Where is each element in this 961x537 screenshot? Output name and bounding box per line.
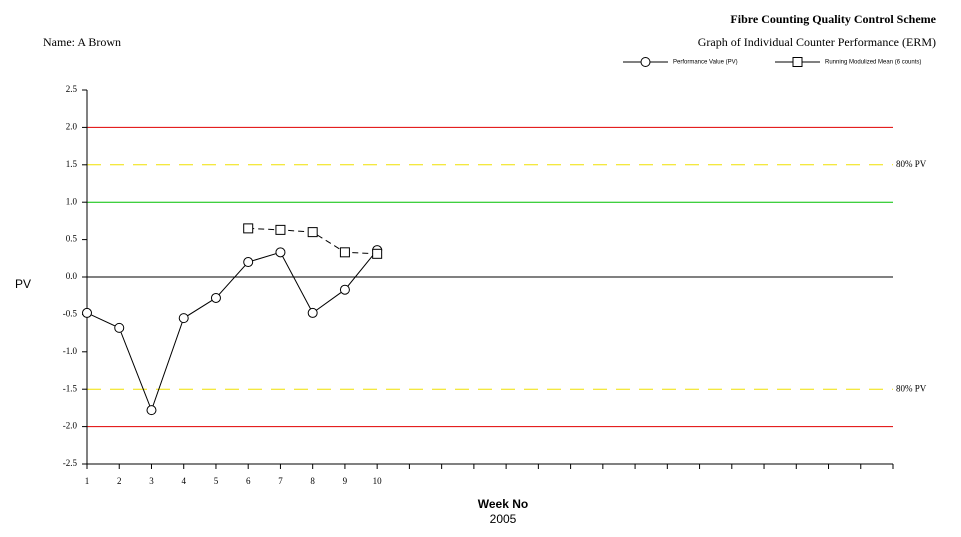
y-tick-label: -2.0: [63, 421, 78, 431]
data-point: [372, 248, 383, 259]
x-tick-label: 2: [117, 476, 122, 486]
y-tick-label: 1.0: [66, 196, 78, 206]
y-tick-label: -0.5: [63, 308, 78, 318]
series-line: [86, 249, 378, 412]
x-tick-label: 3: [149, 476, 154, 486]
data-point: [307, 227, 318, 238]
chart-title: Fibre Counting Quality Control Scheme: [730, 12, 936, 26]
data-point: [114, 322, 125, 333]
data-point: [210, 292, 221, 303]
data-point: [275, 247, 286, 258]
name-label: Name: A Brown: [43, 35, 121, 49]
legend-marker: [640, 57, 651, 67]
x-tick-label: 1: [85, 476, 90, 486]
data-point: [243, 223, 254, 234]
data-point: [339, 284, 350, 295]
y-tick-label: 1.5: [66, 159, 78, 169]
y-tick-label: 0.5: [66, 234, 78, 244]
x-tick-label: 10: [373, 476, 383, 486]
x-tick-label: 9: [343, 476, 348, 486]
y-tick-label: 0.0: [66, 271, 78, 281]
data-point: [307, 307, 318, 318]
reference-label: 80% PV: [896, 383, 927, 393]
y-tick-label: -1.0: [63, 346, 78, 356]
legend-label: Running Modulized Mean (6 counts): [825, 60, 921, 66]
x-tick-label: 8: [310, 476, 315, 486]
reference-label: 80% PV: [896, 159, 927, 169]
legend-label: Performance Value (PV): [673, 60, 738, 66]
data-point: [178, 313, 189, 324]
y-tick-label: 2.5: [66, 84, 78, 94]
chart-subtitle: Graph of Individual Counter Performance …: [698, 35, 936, 49]
y-axis-label: PV: [15, 277, 31, 291]
data-point: [146, 405, 157, 416]
y-tick-label: -2.5: [63, 458, 78, 468]
x-tick-label: 5: [214, 476, 219, 486]
x-tick-label: 4: [181, 476, 186, 486]
data-point: [82, 307, 92, 318]
y-tick-label: -1.5: [63, 383, 78, 393]
x-tick-label: 6: [246, 476, 251, 486]
x-axis-sublabel: 2005: [490, 512, 517, 526]
y-tick-label: 2.0: [66, 121, 78, 131]
legend-marker: [792, 57, 803, 67]
x-tick-label: 7: [278, 476, 283, 486]
data-point: [243, 257, 254, 268]
data-point: [339, 247, 350, 258]
x-axis-label: Week No: [478, 497, 528, 511]
data-point: [275, 224, 286, 235]
